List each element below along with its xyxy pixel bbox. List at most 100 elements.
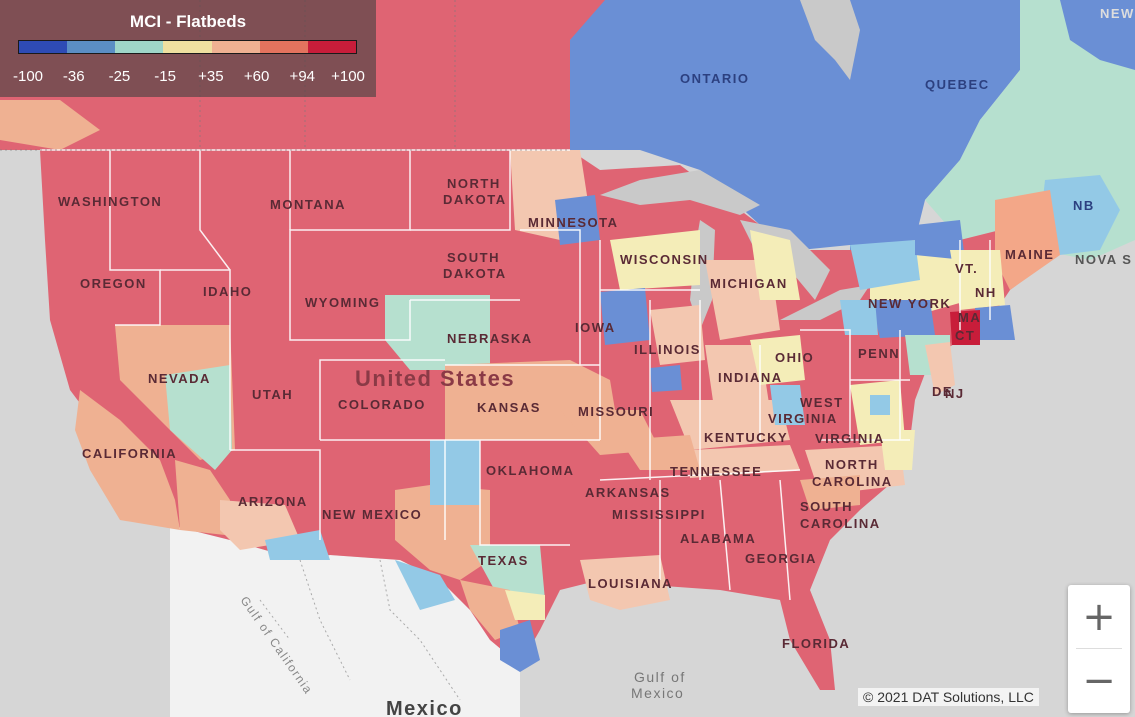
region-wv-blue bbox=[770, 385, 805, 425]
legend-swatch-1 bbox=[67, 41, 116, 53]
label-texas: TEXAS bbox=[478, 553, 529, 568]
zoom-divider bbox=[1076, 648, 1122, 649]
region-vt-nh bbox=[950, 250, 1005, 310]
region-nm-blue bbox=[430, 440, 480, 505]
region-oklahoma-peach bbox=[620, 435, 700, 470]
region-iowa-blue bbox=[600, 288, 650, 345]
label-unitedstates: United States bbox=[355, 366, 515, 391]
region-ohio-yellow bbox=[750, 335, 805, 385]
region-ma-blue bbox=[975, 305, 1015, 340]
label-ohio: OHIO bbox=[775, 350, 814, 365]
lake-superior bbox=[600, 170, 760, 215]
label-nevada: NEVADA bbox=[148, 371, 211, 386]
label-vt: VT. bbox=[955, 261, 978, 276]
region-ohio-blue bbox=[840, 300, 878, 335]
label-minnesota: MINNESOTA bbox=[528, 215, 619, 230]
label-montana: MONTANA bbox=[270, 197, 346, 212]
label-de: DE bbox=[932, 384, 953, 399]
legend-panel: MCI - Flatbeds -100 -36 -25 -15 +35 +60 +94 +10… bbox=[0, 0, 376, 97]
label-utah: UTAH bbox=[252, 387, 293, 402]
label-tennessee: TENNESSEE bbox=[670, 464, 762, 479]
region-ontario-south-blue bbox=[850, 240, 920, 290]
gulf-water bbox=[520, 590, 820, 717]
label-nj: NJ bbox=[945, 386, 965, 401]
legend-tick-3: -15 bbox=[154, 68, 176, 85]
legend-swatch-0 bbox=[19, 41, 68, 53]
label-gulfmex2: Mexico bbox=[631, 685, 684, 701]
region-texas-south bbox=[460, 580, 520, 640]
label-arkansas: ARKANSAS bbox=[585, 485, 671, 500]
copyright-notice: © 2021 DAT Solutions, LLC bbox=[858, 688, 1039, 706]
label-dakota2: DAKOTA bbox=[443, 266, 507, 281]
label-california: CALIFORNIA bbox=[82, 446, 177, 461]
region-nj bbox=[925, 342, 955, 395]
legend-swatch-6 bbox=[307, 41, 356, 53]
label-idaho: IDAHO bbox=[203, 284, 252, 299]
region-va-blue bbox=[870, 395, 890, 415]
legend-tick-7: +100 bbox=[331, 68, 365, 85]
region-minnesota-blue bbox=[555, 195, 600, 245]
legend-tick-0: -100 bbox=[12, 68, 44, 85]
water-james bbox=[800, 0, 860, 80]
region-oregon-coast bbox=[0, 100, 100, 150]
region-ontario bbox=[570, 0, 850, 250]
region-texas-blue bbox=[500, 620, 540, 672]
label-michigan: MICHIGAN bbox=[710, 276, 788, 291]
legend-swatch-3 bbox=[163, 41, 212, 53]
zoom-out-button[interactable]: − bbox=[1082, 657, 1116, 704]
region-az-blue bbox=[265, 530, 330, 560]
label-alabama: ALABAMA bbox=[680, 531, 756, 546]
label-washington: WASHINGTON bbox=[58, 194, 162, 209]
region-indiana bbox=[705, 345, 770, 415]
label-nb: NB bbox=[1073, 198, 1095, 213]
label-mississippi: MISSISSIPPI bbox=[612, 507, 706, 522]
label-nh: NH bbox=[975, 285, 997, 300]
legend-title: MCI - Flatbeds bbox=[129, 12, 247, 31]
legend-swatch-4 bbox=[211, 41, 260, 53]
baja-land bbox=[175, 535, 280, 717]
label-west: WEST bbox=[800, 395, 844, 410]
region-texas-mint bbox=[470, 545, 545, 600]
label-ct: CT bbox=[955, 328, 975, 343]
region-quebec bbox=[850, 0, 1060, 250]
region-louisiana bbox=[580, 555, 670, 610]
label-iowa: IOWA bbox=[575, 320, 616, 335]
label-newyork: NEW YORK bbox=[868, 296, 951, 311]
zoom-in-button[interactable]: + bbox=[1082, 593, 1116, 640]
region-nebraska-mint bbox=[385, 295, 490, 370]
legend-swatch-2 bbox=[115, 41, 164, 53]
label-maine: MAINE bbox=[1005, 247, 1054, 262]
label-dakota: DAKOTA bbox=[443, 192, 507, 207]
label-oklahoma: OKLAHOMA bbox=[486, 463, 575, 478]
label-mexico: Mexico bbox=[386, 698, 463, 717]
region-california bbox=[75, 390, 180, 530]
label-north: NORTH bbox=[447, 176, 501, 191]
label-missouri: MISSOURI bbox=[578, 404, 654, 419]
label-georgia: GEORGIA bbox=[745, 551, 817, 566]
legend-tick-6: +94 bbox=[289, 68, 316, 85]
label-carolinas: CAROLINA bbox=[800, 516, 881, 531]
label-nova: NOVA S bbox=[1075, 252, 1132, 267]
label-kansas: KANSAS bbox=[477, 400, 541, 415]
region-nb bbox=[1040, 175, 1120, 255]
label-gulfmex1: Gulf of bbox=[634, 669, 686, 685]
label-south: SOUTH bbox=[447, 250, 500, 265]
region-nc-yellow bbox=[880, 430, 915, 470]
label-wvirginia: VIRGINIA bbox=[768, 411, 838, 426]
legend-tick-4: +35 bbox=[198, 68, 224, 85]
region-illinois-mix bbox=[650, 305, 705, 365]
label-kentucky: KENTUCKY bbox=[704, 430, 788, 445]
label-florida: FLORIDA bbox=[782, 636, 850, 651]
label-wyoming: WYOMING bbox=[305, 295, 381, 310]
region-ma-red bbox=[950, 310, 980, 345]
label-carolina: CAROLINA bbox=[812, 474, 893, 489]
mexico-land bbox=[170, 525, 520, 717]
label-ontario: ONTARIO bbox=[680, 71, 749, 86]
label-southc: SOUTH bbox=[800, 499, 853, 514]
region-maine bbox=[995, 190, 1060, 290]
label-illinois: ILLINOIS bbox=[634, 342, 701, 357]
label-arizona: ARIZONA bbox=[238, 494, 308, 509]
region-wisconsin bbox=[610, 230, 700, 290]
label-oregon: OREGON bbox=[80, 276, 147, 291]
